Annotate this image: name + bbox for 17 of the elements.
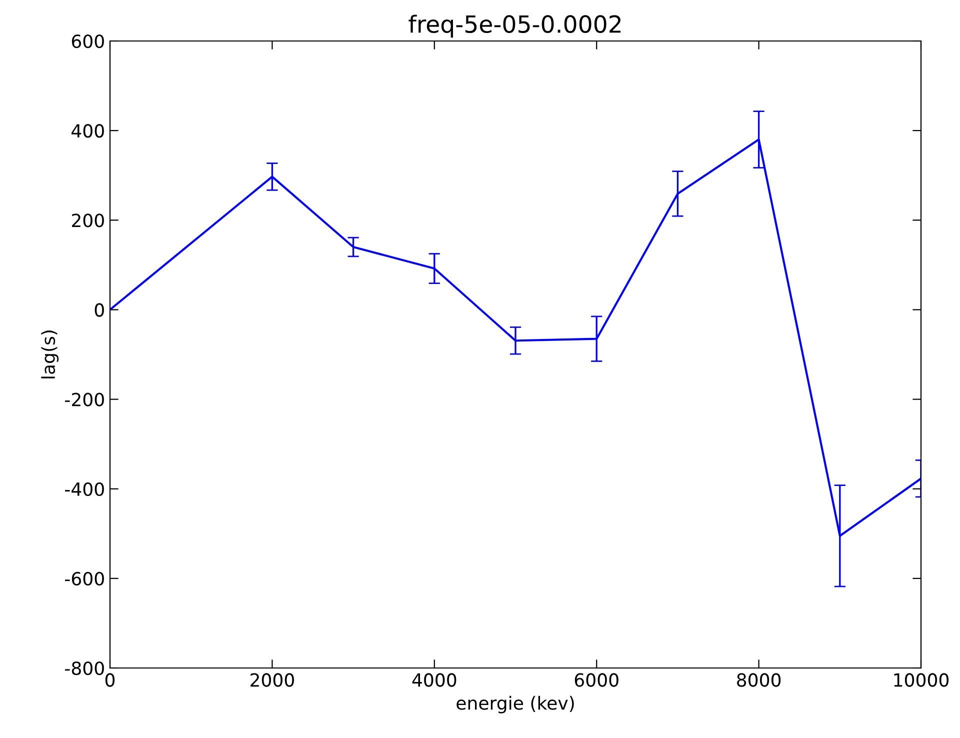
x-tick-label: 10000	[894, 673, 949, 687]
y-tick-label: 200	[72, 214, 104, 228]
x-axis-title: energie (kev)	[456, 696, 574, 714]
y-tick-label: 0	[94, 303, 104, 317]
y-tick-label: -200	[65, 392, 104, 406]
x-tick-label: 6000	[574, 673, 618, 687]
y-tick-label: 600	[72, 34, 104, 48]
y-tick-label: -400	[65, 482, 104, 496]
y-tick-label: 400	[72, 124, 104, 138]
x-tick-label: 8000	[737, 673, 781, 687]
y-axis-title: lag(s)	[41, 330, 59, 378]
x-tick-label: 2000	[250, 673, 294, 687]
x-tick-label: 0	[105, 673, 115, 687]
chart-title: freq-5e-05-0.0002	[408, 14, 621, 38]
x-tick-label: 4000	[412, 673, 456, 687]
y-tick-label: -600	[65, 572, 104, 586]
y-tick-label: -800	[65, 661, 104, 676]
